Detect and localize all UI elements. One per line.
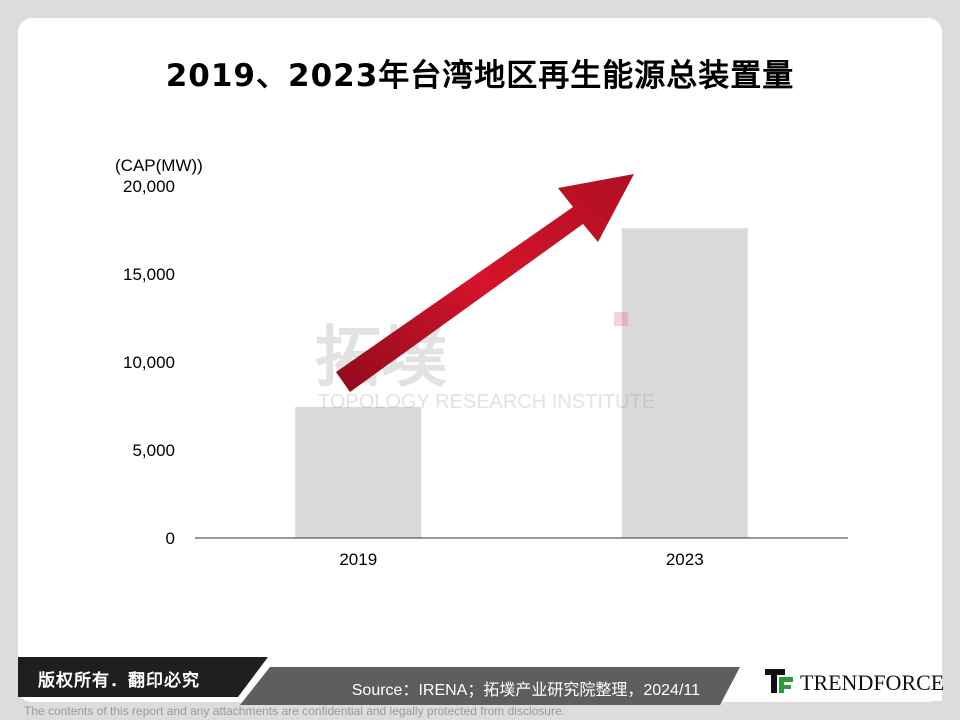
y-tick-label: 5,000: [132, 441, 175, 460]
y-tick-labels: 0 5,000 10,000 15,000 20,000: [123, 177, 175, 548]
y-axis-label: (CAP(MW)): [115, 156, 203, 175]
bars: [295, 228, 748, 539]
y-tick-label: 15,000: [123, 265, 175, 284]
x-tick-label: 2023: [666, 550, 704, 569]
watermark: 拓墣 TOPOLOGY RESEARCH INSTITUTE: [315, 312, 655, 413]
growth-arrow: [336, 174, 634, 392]
y-tick-label: 20,000: [123, 177, 175, 196]
source-banner: Source：IRENA；拓墣产业研究院整理，2024/11: [240, 667, 740, 705]
watermark-mark: [614, 312, 628, 326]
copyright-text: 版权所有．翻印必究: [38, 671, 200, 691]
trendforce-logo-icon: [765, 669, 793, 693]
copyright-banner: 版权所有．翻印必究: [18, 657, 268, 697]
bar-2019: [295, 406, 422, 538]
bar-2023: [621, 228, 748, 539]
source-text: Source：IRENA；拓墣产业研究院整理，2024/11: [351, 682, 700, 699]
watermark-en: TOPOLOGY RESEARCH INSTITUTE: [318, 391, 655, 413]
y-tick-label: 0: [166, 529, 175, 548]
trendforce-logo-text: TRENDFORCE: [800, 670, 945, 695]
x-tick-label: 2019: [339, 550, 377, 569]
chart-title: 2019、2023年台湾地区再生能源总装置量: [165, 58, 795, 94]
y-tick-label: 10,000: [123, 353, 175, 372]
slide-card: [18, 18, 942, 702]
x-tick-labels: 2019 2023: [339, 550, 703, 569]
disclaimer-text: The contents of this report and any atta…: [24, 704, 565, 718]
